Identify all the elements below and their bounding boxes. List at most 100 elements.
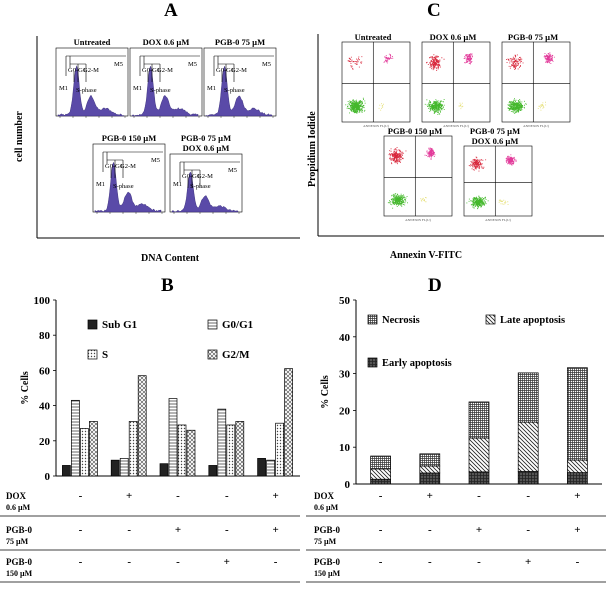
gate-label-g0g1: G0-G1 <box>182 173 200 180</box>
gate-label-m5: M5 <box>262 61 271 68</box>
gate-label-m1: M1 <box>133 85 142 92</box>
treatment-label: PGB-0 <box>314 557 340 567</box>
treatment-sign: - <box>79 490 83 502</box>
histogram-profile <box>205 65 273 117</box>
bar-early-apoptosis <box>567 472 588 485</box>
dot-plot-title: PGB-0 150 µM <box>388 126 442 136</box>
gate-markers <box>139 55 200 82</box>
treatment-sign: - <box>79 556 83 568</box>
treatment-label: PGB-0 <box>6 557 32 567</box>
treatment-sign: - <box>428 524 432 536</box>
histogram-profile <box>131 65 199 117</box>
treatment-sign: + <box>272 524 278 536</box>
bar-sub-g1 <box>110 459 120 477</box>
gate-label-s: S-phase <box>113 183 134 190</box>
bar-g2-m <box>137 375 147 477</box>
treatment-conc: 150 µM <box>6 569 33 578</box>
dot-plot-2: DOX 0.6 µM ANNEXIN FL(U) <box>421 32 491 128</box>
treatment-sign: - <box>526 524 530 536</box>
histogram-profile <box>171 171 239 213</box>
panel-b-y-tick-label: 0 <box>45 471 51 483</box>
dot-plot-title: Untreated <box>355 32 392 42</box>
panel-letter-b: B <box>161 275 174 296</box>
treatment-sign: - <box>477 556 481 568</box>
dot-cluster-necrotic <box>506 54 524 70</box>
treatment-sign: + <box>525 556 531 568</box>
bar-necrosis <box>468 401 490 439</box>
bar-g0-g1 <box>119 458 129 477</box>
dot-cluster-early-apoptotic <box>498 199 509 205</box>
histogram-title: PGB-0 150 µM <box>102 133 156 143</box>
histogram-title: PGB-0 75 µM <box>215 37 265 47</box>
legend-label: S <box>102 349 108 361</box>
gate-markers <box>179 161 240 188</box>
histogram-profile <box>57 65 125 117</box>
treatment-sign: - <box>225 524 229 536</box>
legend-label: G2/M <box>222 349 250 361</box>
dot-cluster-necrotic <box>426 54 445 71</box>
panel-d-y-tick-label: 40 <box>339 332 351 344</box>
panel-letter-c: C <box>427 0 441 21</box>
gate-label-g0g1: G0-G1 <box>216 67 234 74</box>
gate-label-g0g1: G0-G1 <box>105 163 123 170</box>
panel-b-ylabel: % Cells <box>20 371 31 405</box>
bar-necrosis <box>517 372 539 423</box>
gate-label-s: S-phase <box>224 87 245 94</box>
bar-g2-m <box>89 421 98 477</box>
gate-markers <box>102 151 163 178</box>
dot-plot-1: Untreated ANNEXIN FL(U) <box>341 32 411 128</box>
legend-swatch <box>207 319 218 330</box>
gate-label-s: S-phase <box>190 183 211 190</box>
dot-cluster-late-apoptotic <box>543 52 555 64</box>
legend-swatch <box>367 314 378 325</box>
bar-early-apoptosis <box>517 471 539 485</box>
gate-label-g2m: G2-M <box>197 173 213 180</box>
dot-plot-3: PGB-0 75 µM ANNEXIN FL(U) <box>501 32 571 128</box>
gate-markers <box>65 55 126 82</box>
treatment-conc: 0.6 µM <box>6 503 31 512</box>
dot-plot-axis-caption: ANNEXIN FL(U) <box>363 124 390 128</box>
bar-necrosis <box>370 455 391 470</box>
bar-g0-g1 <box>266 459 275 477</box>
treatment-sign: - <box>79 524 83 536</box>
dot-plot-axis-caption: ANNEXIN FL(U) <box>523 124 550 128</box>
bar-g2-m <box>284 368 293 477</box>
legend-label: G0/G1 <box>222 319 253 331</box>
treatment-sign: + <box>574 490 580 502</box>
treatment-conc: 150 µM <box>314 569 341 578</box>
legend-swatch <box>87 319 98 330</box>
gate-label-g2m: G2-M <box>157 67 173 74</box>
histogram-profile <box>94 161 162 213</box>
dot-cluster-late-apoptotic <box>505 154 517 166</box>
dot-plot-axis-caption: ANNEXIN FL(U) <box>443 124 470 128</box>
treatment-label: DOX <box>314 491 335 501</box>
bar-sub-g1 <box>159 463 169 477</box>
bar-s <box>128 421 138 477</box>
dot-cluster-late-apoptotic <box>424 147 436 160</box>
gate-label-m5: M5 <box>228 167 237 174</box>
panel-b-y-tick-label: 100 <box>34 295 51 307</box>
panel-c-ylabel: Propidium Iodide <box>307 111 318 187</box>
treatment-sign: + <box>126 490 132 502</box>
bar-g0-g1 <box>217 408 227 477</box>
bar-g0-g1 <box>168 398 178 477</box>
treatment-label: PGB-0 <box>314 525 340 535</box>
panel-d-y-tick-label: 0 <box>345 479 351 491</box>
panel-letter-a: A <box>164 0 178 21</box>
panel-b-y-tick-label: 40 <box>39 401 51 413</box>
treatment-conc: 0.6 µM <box>314 503 339 512</box>
gate-label-m1: M1 <box>173 181 182 188</box>
dot-cluster-early-apoptotic <box>458 102 464 110</box>
gate-label-g2m: G2-M <box>83 67 99 74</box>
dot-plot-title: DOX 0.6 µM <box>430 32 477 42</box>
dot-cluster-viable <box>466 195 489 210</box>
histogram-title: PGB-0 75 µM <box>181 133 231 143</box>
bar-late-apoptosis <box>517 421 539 472</box>
bar-early-apoptosis <box>468 471 490 485</box>
gate-markers <box>213 55 274 82</box>
